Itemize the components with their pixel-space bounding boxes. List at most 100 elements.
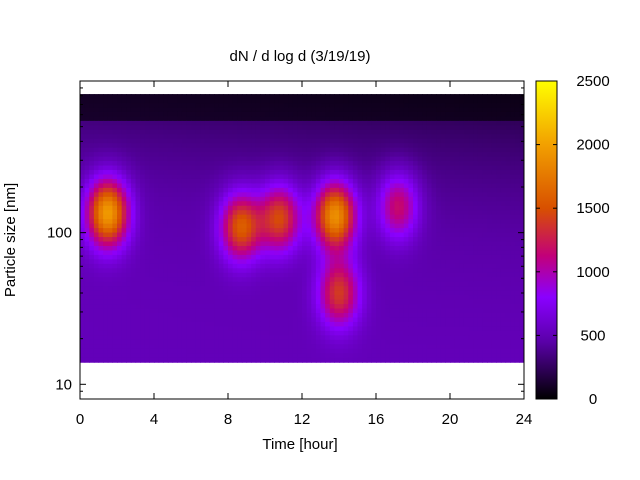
heatmap-cell bbox=[491, 107, 497, 113]
heatmap-cell bbox=[181, 120, 187, 126]
heatmap-cell bbox=[98, 272, 104, 278]
heatmap-cell bbox=[140, 245, 146, 252]
heatmap-cell bbox=[459, 295, 465, 301]
heatmap-cell bbox=[214, 237, 220, 243]
heatmap-cell bbox=[487, 94, 493, 100]
heatmap-cell bbox=[126, 165, 132, 171]
heatmap-cell bbox=[417, 94, 423, 100]
heatmap-cell bbox=[241, 237, 248, 243]
heatmap-cell bbox=[237, 317, 243, 323]
heatmap-cell bbox=[140, 98, 146, 104]
heatmap-cell bbox=[329, 254, 335, 260]
heatmap-cell bbox=[505, 277, 511, 283]
heatmap-cell bbox=[477, 156, 483, 162]
heatmap-cell bbox=[237, 277, 243, 283]
heatmap-cell bbox=[246, 241, 252, 247]
heatmap-cell bbox=[274, 165, 280, 171]
heatmap-cell bbox=[380, 290, 386, 296]
heatmap-cell bbox=[126, 98, 132, 104]
heatmap-cell bbox=[154, 259, 160, 265]
heatmap-cell bbox=[366, 152, 372, 158]
heatmap-cell bbox=[320, 98, 326, 104]
heatmap-cell bbox=[135, 187, 141, 193]
heatmap-cell bbox=[399, 201, 405, 207]
heatmap-cell bbox=[431, 134, 437, 140]
heatmap-cell bbox=[269, 134, 275, 140]
heatmap-cell bbox=[413, 143, 419, 149]
heatmap-cell bbox=[352, 156, 359, 162]
heatmap-cell bbox=[399, 205, 405, 211]
heatmap-cell bbox=[496, 281, 502, 287]
heatmap-cell bbox=[463, 111, 470, 118]
heatmap-cell bbox=[463, 268, 470, 274]
heatmap-cell bbox=[288, 187, 294, 193]
heatmap-cell bbox=[255, 174, 261, 180]
heatmap-cell bbox=[376, 187, 382, 193]
heatmap-cell bbox=[348, 228, 354, 234]
heatmap-cell bbox=[362, 116, 368, 122]
heatmap-cell bbox=[334, 241, 340, 247]
heatmap-cell bbox=[288, 254, 294, 260]
heatmap-cell bbox=[329, 178, 335, 185]
heatmap-cell bbox=[260, 125, 266, 131]
heatmap-cell bbox=[103, 134, 109, 140]
heatmap-cell bbox=[260, 129, 266, 135]
heatmap-cell bbox=[126, 174, 132, 180]
heatmap-cell bbox=[144, 165, 150, 171]
heatmap-cell bbox=[320, 277, 326, 283]
heatmap-cell bbox=[107, 174, 113, 180]
heatmap-cell bbox=[278, 241, 285, 247]
heatmap-cell bbox=[376, 103, 382, 109]
heatmap-cell bbox=[500, 116, 507, 122]
heatmap-cell bbox=[158, 196, 164, 202]
heatmap-cell bbox=[103, 138, 109, 144]
heatmap-cell bbox=[163, 174, 169, 180]
heatmap-cell bbox=[510, 120, 516, 126]
heatmap-cell bbox=[204, 174, 211, 180]
heatmap-cell bbox=[103, 232, 109, 238]
heatmap-cell bbox=[209, 214, 215, 220]
heatmap-cell bbox=[135, 161, 141, 167]
heatmap-cell bbox=[329, 165, 335, 171]
heatmap-cell bbox=[477, 187, 483, 193]
heatmap-cell bbox=[454, 241, 460, 247]
heatmap-cell bbox=[232, 138, 238, 144]
heatmap-cell bbox=[352, 129, 359, 135]
heatmap-cell bbox=[117, 277, 123, 283]
heatmap-cell bbox=[135, 192, 141, 198]
heatmap-cell bbox=[177, 268, 183, 274]
heatmap-cell bbox=[84, 170, 90, 176]
heatmap-cell bbox=[228, 286, 234, 292]
heatmap-cell bbox=[468, 116, 474, 122]
heatmap-cell bbox=[163, 183, 169, 189]
heatmap-cell bbox=[440, 187, 446, 193]
heatmap-cell bbox=[422, 304, 428, 310]
heatmap-cell bbox=[376, 94, 382, 100]
heatmap-cell bbox=[450, 295, 456, 301]
heatmap-cell bbox=[348, 98, 354, 104]
heatmap-cell bbox=[107, 147, 113, 153]
heatmap-cell bbox=[302, 286, 308, 292]
heatmap-cell bbox=[325, 223, 331, 229]
heatmap-cell bbox=[431, 304, 437, 310]
heatmap-cell bbox=[181, 286, 187, 292]
heatmap-cell bbox=[491, 125, 497, 131]
heatmap-cell bbox=[385, 228, 391, 234]
heatmap-cell bbox=[302, 321, 308, 327]
heatmap-cell bbox=[278, 281, 285, 287]
heatmap-cell bbox=[195, 241, 201, 247]
heatmap-cell bbox=[241, 250, 248, 256]
heatmap-cell bbox=[154, 210, 160, 216]
heatmap-cell bbox=[283, 205, 289, 211]
heatmap-cell bbox=[403, 268, 409, 274]
heatmap-cell bbox=[389, 205, 396, 211]
heatmap-cell bbox=[450, 304, 456, 310]
heatmap-cell bbox=[172, 259, 178, 265]
heatmap-cell bbox=[408, 286, 414, 292]
heatmap-cell bbox=[218, 152, 224, 158]
heatmap-cell bbox=[357, 290, 363, 296]
heatmap-cell bbox=[334, 223, 340, 229]
heatmap-cell bbox=[357, 272, 363, 278]
heatmap-cell bbox=[218, 272, 224, 278]
heatmap-cell bbox=[181, 156, 187, 162]
